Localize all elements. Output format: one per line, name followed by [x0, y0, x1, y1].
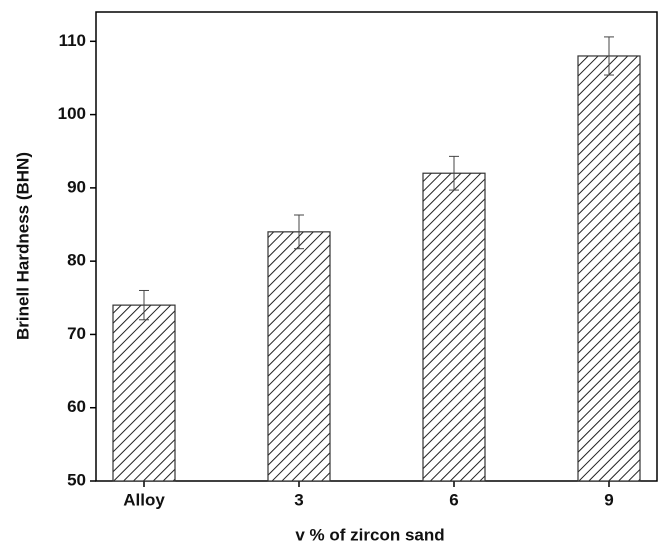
y-tick-label: 70: [67, 324, 86, 343]
x-axis-label: v % of zircon sand: [295, 525, 444, 544]
y-axis-label: Brinell Hardness (BHN): [13, 152, 32, 340]
y-tick-label: 80: [67, 251, 86, 270]
y-tick-label: 60: [67, 397, 86, 416]
bar: [422, 172, 486, 482]
bar: [577, 55, 641, 482]
plot-frame: [95, 11, 658, 482]
x-tick-label: 6: [449, 490, 458, 509]
y-tick-label: 100: [58, 104, 86, 123]
y-tick-label: 90: [67, 177, 86, 196]
y-tick-label: 50: [67, 470, 86, 489]
bar: [112, 304, 176, 482]
bar: [267, 231, 331, 482]
x-tick-label: 3: [294, 490, 303, 509]
y-tick-label: 110: [59, 31, 86, 50]
x-tick-label: 9: [604, 490, 613, 509]
x-tick-label: Alloy: [123, 490, 165, 509]
